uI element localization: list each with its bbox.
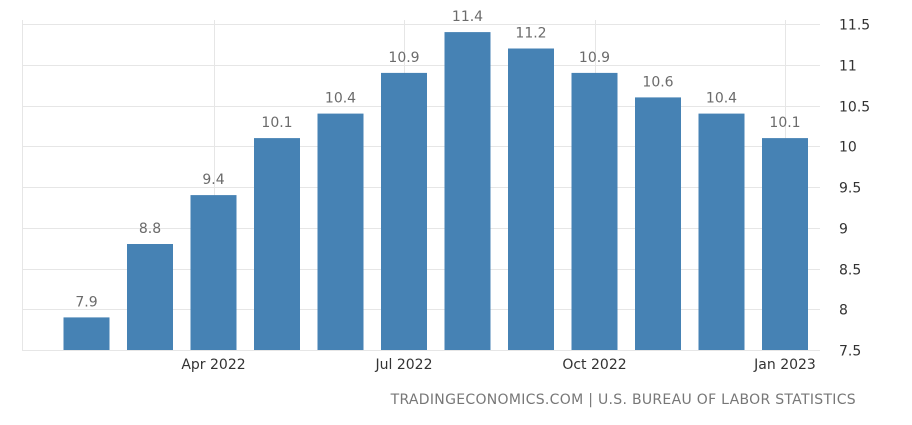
y-tick-label: 8: [839, 303, 848, 319]
bar: [635, 97, 681, 351]
x-tick-label: Jul 2022: [375, 357, 433, 373]
bar: [254, 138, 300, 350]
x-tick-label: Jan 2023: [753, 357, 816, 373]
y-tick-label: 10.5: [839, 100, 870, 116]
y-tick-label: 11.5: [839, 18, 870, 34]
data-label: 10.1: [769, 115, 800, 131]
data-label: 10.9: [388, 50, 419, 66]
data-label: 7.9: [75, 294, 97, 310]
bars: [63, 32, 808, 351]
data-label: 11.4: [452, 9, 483, 25]
data-label: 11.2: [515, 26, 546, 42]
data-label: 10.6: [642, 74, 673, 90]
bar: [444, 32, 491, 350]
data-label: 10.4: [706, 91, 737, 107]
y-tick-label: 11: [839, 59, 857, 75]
bar: [762, 138, 808, 350]
data-label: 10.1: [261, 115, 292, 131]
y-tick-label: 8.5: [839, 263, 861, 279]
x-tick-label: Apr 2022: [181, 357, 245, 373]
x-axis: Apr 2022 Jul 2022 Oct 2022 Jan 2023: [181, 357, 815, 373]
bar: [381, 72, 427, 351]
source-attribution: TRADINGECONOMICS.COM | U.S. BUREAU OF LA…: [390, 392, 856, 408]
bar: [190, 195, 237, 350]
bar: [63, 317, 110, 350]
bar: [127, 244, 173, 350]
y-tick-label: 7.5: [839, 344, 861, 360]
data-labels: 7.9 8.8 9.4 10.1 10.4 10.9 11.4 11.2 10.9 10.6 10.…: [75, 9, 800, 310]
y-tick-label: 9: [839, 222, 848, 238]
data-label: 8.8: [139, 221, 161, 237]
data-label: 10.9: [579, 50, 610, 66]
data-label: 10.4: [325, 91, 356, 107]
bar: [698, 113, 745, 350]
bar: [317, 113, 364, 350]
x-tick-label: Oct 2022: [562, 357, 626, 373]
bar: [508, 48, 554, 350]
y-tick-label: 10: [839, 140, 857, 156]
y-axis: 7.5 8 8.5 9 9.5 10 10.5 11 11.5: [839, 18, 870, 360]
y-tick-label: 9.5: [839, 181, 861, 197]
bar: [571, 72, 618, 351]
data-label: 9.4: [202, 172, 224, 188]
